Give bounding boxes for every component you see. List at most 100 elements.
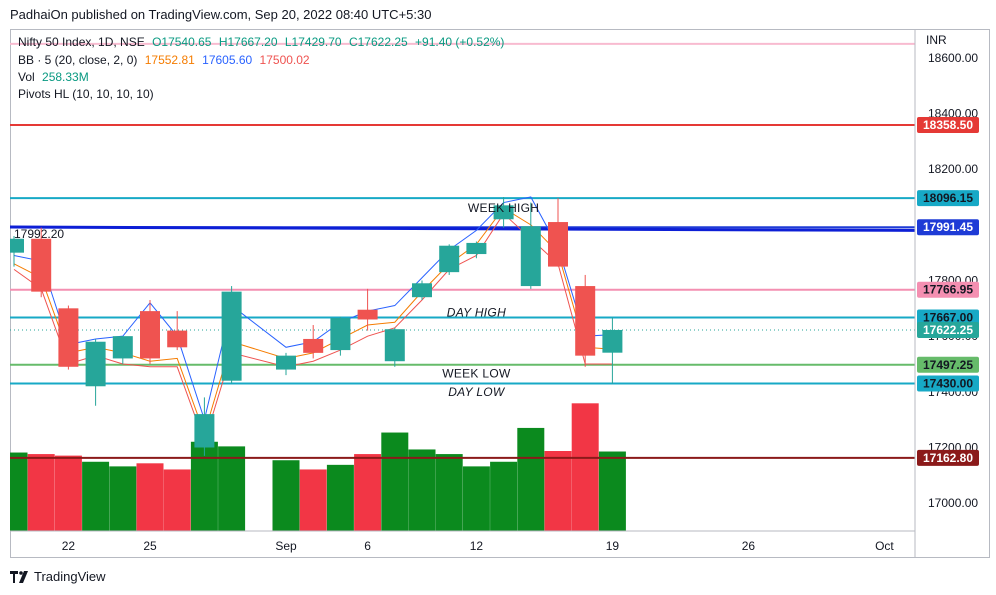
- bb-lower-line: [13, 212, 613, 444]
- volume-layer: [10, 403, 626, 531]
- tradingview-logo-icon: [10, 570, 28, 583]
- legend-change: +91.40 (+0.52%): [415, 35, 505, 49]
- volume-bar: [218, 446, 246, 531]
- level-price-label: 17991.45: [923, 220, 973, 234]
- time-tick-label: 12: [470, 539, 484, 553]
- annotations-layer: WEEK HIGH DAY HIGH WEEK LOW DAY LOW: [442, 201, 539, 399]
- volume-bar: [354, 454, 382, 531]
- close-price-label: 17622.25: [923, 323, 973, 337]
- volume-bar: [272, 460, 300, 531]
- volume-bar: [517, 427, 545, 531]
- price-tick-label: 18400.00: [928, 107, 978, 121]
- level-price-label: 17497.25: [923, 358, 973, 372]
- volume-bar: [299, 469, 327, 531]
- close-price-label-bg: [917, 321, 979, 338]
- volume-bar: [190, 441, 218, 531]
- price-tick-label: 18200.00: [928, 162, 978, 176]
- volume-bar: [490, 461, 518, 531]
- volume-bar: [27, 454, 55, 531]
- levels-layer: 17992.20: [9, 42, 916, 459]
- volume-bar: [10, 452, 28, 531]
- legend-open: O17540.65: [152, 35, 212, 49]
- annotation-label: DAY LOW: [448, 385, 506, 399]
- level-price-label: 18096.15: [923, 191, 973, 205]
- level-price-label-bg: [917, 117, 979, 134]
- trendline-label: 17992.20: [14, 227, 64, 241]
- volume-bar: [163, 469, 191, 531]
- level-price-label-bg: [917, 356, 979, 373]
- candle-body: [493, 205, 514, 220]
- publisher-caption: PadhaiOn published on TradingView.com, S…: [10, 7, 432, 22]
- candle-body: [439, 245, 460, 273]
- candle-body: [548, 222, 568, 267]
- price-tick-label: 17000.00: [928, 496, 978, 510]
- time-tick-label: 22: [62, 539, 76, 553]
- volume-bar: [544, 451, 572, 531]
- volume-bar: [54, 455, 82, 531]
- price-axis[interactable]: 17000.0017200.0017400.0017600.0017800.00…: [914, 30, 979, 558]
- annotation-label: WEEK HIGH: [468, 201, 539, 215]
- candle-body: [140, 311, 160, 359]
- volume-bar: [381, 432, 409, 531]
- legend-pivots-label: Pivots HL (10, 10, 10, 10): [18, 87, 154, 101]
- trendline: [9, 225, 916, 232]
- time-tick-label: Sep: [275, 539, 297, 553]
- level-price-label: 17667.00: [923, 311, 973, 325]
- legend-vol[interactable]: Vol 258.33M: [18, 70, 93, 84]
- candles-layer: [10, 197, 623, 456]
- candle-body: [194, 414, 215, 448]
- level-price-label-bg: [917, 449, 979, 466]
- legend-pivots[interactable]: Pivots HL (10, 10, 10, 10): [18, 87, 158, 101]
- legend-bb-upper: 17605.60: [202, 53, 253, 67]
- legend-vol-label: Vol: [18, 70, 35, 84]
- legend-close: C17622.25: [348, 35, 408, 49]
- level-price-label: 17162.80: [923, 451, 973, 465]
- volume-bar: [408, 449, 436, 531]
- level-price-label-bg: [917, 309, 979, 326]
- candle-body: [575, 286, 596, 356]
- candle-body: [31, 238, 52, 292]
- annotation-label: WEEK LOW: [442, 367, 511, 381]
- volume-bar: [598, 451, 626, 531]
- time-tick-label: Oct: [875, 539, 894, 553]
- volume-bar: [109, 466, 137, 531]
- legend-bb-label: BB · 5 (20, close, 2, 0): [18, 53, 138, 67]
- footer-brand[interactable]: TradingView: [10, 569, 106, 584]
- footer-brand-label: TradingView: [34, 569, 106, 584]
- legend-bb-lower: 17500.02: [259, 53, 310, 67]
- volume-bar: [136, 463, 164, 531]
- time-tick-label: 6: [364, 539, 371, 553]
- level-price-label: 18358.50: [923, 118, 973, 132]
- volume-bar: [462, 466, 490, 531]
- bb-upper-line: [13, 196, 613, 422]
- time-tick-label: 26: [742, 539, 756, 553]
- volume-bar: [571, 403, 599, 531]
- legend-bb-basis: 17552.81: [144, 53, 195, 67]
- level-price-label-bg: [917, 281, 979, 298]
- candle-body: [10, 238, 24, 253]
- annotation-label: DAY HIGH: [447, 306, 506, 320]
- level-price-label-bg: [917, 219, 979, 236]
- candle-body: [303, 338, 324, 353]
- level-price-label-bg: [917, 375, 979, 392]
- legend-bb[interactable]: BB · 5 (20, close, 2, 0) 17552.81 17605.…: [18, 53, 314, 67]
- chart-frame: [10, 29, 990, 558]
- volume-bar: [326, 464, 354, 531]
- time-tick-label: 19: [606, 539, 620, 553]
- legend-symbol: Nifty 50 Index, 1D, NSE: [18, 35, 145, 49]
- candle-body: [112, 336, 133, 359]
- level-price-label-bg: [917, 190, 979, 207]
- candle-body: [221, 291, 242, 381]
- time-axis[interactable]: 22 25 Sep 6 12 19 26 Oct: [10, 530, 915, 553]
- candle-body: [466, 242, 487, 255]
- legend-ohlc: Nifty 50 Index, 1D, NSE O17540.65 H17667…: [18, 35, 508, 49]
- candle-body: [276, 355, 296, 370]
- candle-body: [167, 330, 188, 348]
- candle-body: [357, 309, 378, 320]
- bb-basis-line: [13, 207, 613, 436]
- level-price-label: 17766.95: [923, 283, 973, 297]
- volume-bar: [82, 461, 110, 531]
- legend-low: L17429.70: [284, 35, 342, 49]
- candle-body: [330, 318, 351, 351]
